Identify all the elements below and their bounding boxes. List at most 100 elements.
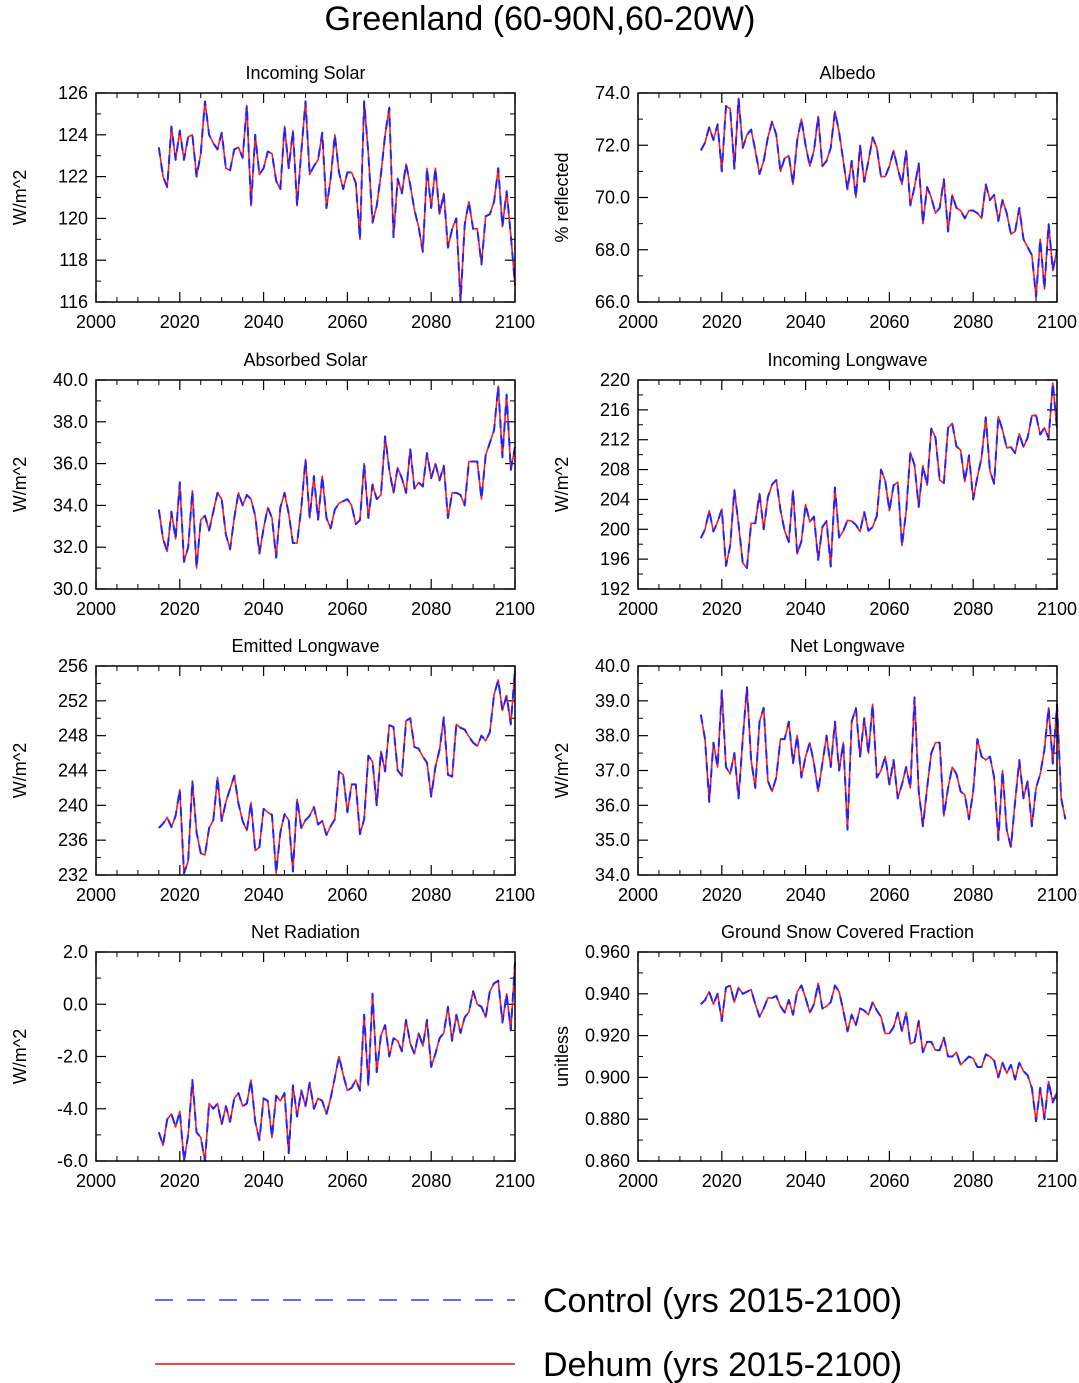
chart-panel-8: Ground Snow Covered Fraction unitless 2000… [552, 922, 1077, 1191]
y-tick-label: 34.0 [595, 865, 630, 885]
x-tick-label: 2040 [786, 885, 826, 905]
x-tick-label: 2060 [869, 1171, 909, 1191]
x-tick-label: 2020 [160, 312, 200, 332]
x-tick-label: 2000 [76, 1171, 116, 1191]
x-tick-label: 2080 [953, 885, 993, 905]
y-tick-label: 2.0 [63, 942, 88, 962]
chart-panel-7: Net Radiation W/m^2 2000 2020 2040 2060 2080 21… [10, 922, 535, 1191]
x-tick-label: 2060 [327, 1171, 367, 1191]
series-line-dehum [158, 669, 516, 875]
y-tick-label: 240 [58, 795, 88, 815]
y-tick-label: 236 [58, 830, 88, 850]
y-tick-label: 36.0 [53, 454, 88, 474]
y-axis-label: % reflected [552, 152, 572, 242]
series-line-control [157, 100, 516, 303]
y-tick-label: 0.940 [585, 984, 630, 1004]
chart-panel-3: Absorbed Solar W/m^2 2000 2020 2040 2060 2080 2… [10, 350, 535, 619]
y-tick-label: 118 [59, 250, 88, 270]
x-tick-label: 2100 [1037, 1171, 1077, 1191]
y-tick-label: 72.0 [595, 135, 630, 155]
plot-frame [95, 379, 516, 590]
y-tick-label: 120 [58, 208, 88, 228]
y-tick-label: 70.0 [595, 188, 630, 208]
series-line-dehum [700, 686, 1067, 848]
y-tick-label: 30.0 [53, 579, 88, 599]
x-tick-label: 2060 [327, 312, 367, 332]
y-tick-label: 32.0 [53, 537, 88, 557]
y-tick-label: -6.0 [57, 1151, 88, 1171]
y-tick-label: 252 [58, 691, 88, 711]
y-tick-label: -2.0 [57, 1047, 88, 1067]
series-line-control [699, 685, 1067, 849]
x-tick-label: 2000 [76, 312, 116, 332]
x-tick-label: 2020 [160, 885, 200, 905]
x-tick-label: 2040 [244, 885, 284, 905]
x-tick-label: 2060 [869, 312, 909, 332]
y-tick-label: 220 [600, 370, 630, 390]
y-tick-label: 0.920 [585, 1026, 630, 1046]
x-tick-label: 2080 [411, 599, 451, 619]
y-tick-label: 216 [600, 400, 630, 420]
y-tick-label: 208 [600, 460, 630, 480]
x-tick-label: 2000 [618, 1171, 658, 1191]
plot-frame [637, 951, 1058, 1162]
x-tick-label: 2020 [160, 599, 200, 619]
y-tick-label: 126 [58, 83, 88, 103]
x-tick-label: 2080 [411, 1171, 451, 1191]
x-tick-label: 2060 [869, 885, 909, 905]
chart-panel-5: Emitted Longwave W/m^2 2000 2020 2040 2060 208… [10, 636, 535, 905]
y-axis-label: W/m^2 [10, 457, 30, 512]
y-tick-label: 66.0 [595, 292, 630, 312]
panel-title: Absorbed Solar [243, 350, 367, 370]
x-tick-label: 2000 [76, 599, 116, 619]
x-tick-label: 2040 [786, 312, 826, 332]
plot-frame [637, 665, 1058, 876]
x-tick-label: 2040 [244, 312, 284, 332]
y-tick-label: 38.0 [595, 726, 630, 746]
panel-title: Ground Snow Covered Fraction [721, 922, 974, 942]
y-tick-label: 0.900 [585, 1067, 630, 1087]
y-tick-label: 248 [58, 726, 88, 746]
y-tick-label: 256 [58, 656, 88, 676]
x-tick-label: 2000 [618, 599, 658, 619]
chart-panel-1: Incoming Solar W/m^2 2000 2020 2040 2060 2080 2… [10, 63, 535, 332]
x-tick-label: 2040 [786, 599, 826, 619]
x-tick-label: 2060 [327, 599, 367, 619]
y-axis-label: W/m^2 [10, 743, 30, 798]
x-tick-label: 2020 [160, 1171, 200, 1191]
panel-title: Incoming Solar [245, 63, 365, 83]
x-tick-label: 2080 [411, 312, 451, 332]
legend-dehum-label: Dehum (yrs 2015-2100) [543, 1346, 902, 1383]
chart-panel-4: Incoming Longwave W/m^2 2000 2020 2040 2060 20… [552, 350, 1077, 619]
y-tick-label: 39.0 [595, 691, 630, 711]
y-tick-label: 40.0 [595, 656, 630, 676]
plot-frame [95, 92, 516, 303]
plot-frame [95, 665, 516, 876]
x-tick-label: 2060 [327, 885, 367, 905]
x-tick-label: 2000 [618, 885, 658, 905]
panel-title: Net Radiation [251, 922, 360, 942]
y-tick-label: 204 [600, 489, 630, 509]
x-tick-label: 2060 [869, 599, 909, 619]
x-tick-label: 2100 [1037, 599, 1077, 619]
x-tick-label: 2000 [618, 312, 658, 332]
x-tick-label: 2100 [495, 885, 535, 905]
series-line-dehum [700, 982, 1058, 1123]
x-tick-label: 2020 [702, 312, 742, 332]
panel-title: Incoming Longwave [767, 350, 927, 370]
x-tick-label: 2040 [244, 1171, 284, 1191]
x-tick-label: 2000 [76, 885, 116, 905]
y-tick-label: 37.0 [595, 761, 630, 781]
y-axis-label: W/m^2 [10, 1029, 30, 1084]
legend-control-label: Control (yrs 2015-2100) [543, 1282, 902, 1320]
y-tick-label: 0.0 [63, 994, 88, 1014]
series-line-control [700, 982, 1058, 1123]
y-axis-label: W/m^2 [552, 457, 572, 512]
x-tick-label: 2080 [411, 885, 451, 905]
y-tick-label: 40.0 [53, 370, 88, 390]
y-axis-label: unitless [552, 1026, 572, 1087]
x-tick-label: 2040 [244, 599, 284, 619]
plot-frame [637, 379, 1058, 590]
x-tick-label: 2080 [953, 312, 993, 332]
